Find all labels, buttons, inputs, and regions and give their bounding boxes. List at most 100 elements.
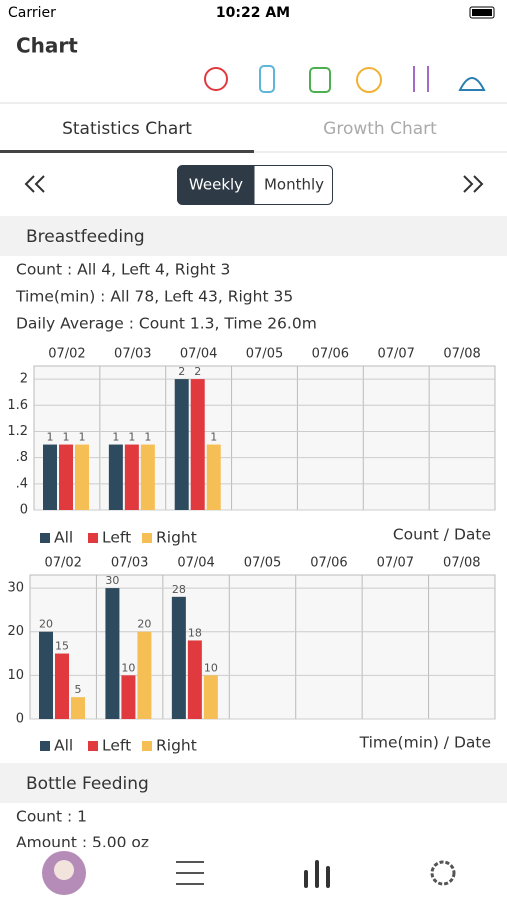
legend-label: All (54, 737, 73, 755)
bar (206, 444, 221, 510)
y-tick-label: 20 (7, 624, 24, 639)
value-label: 20 (39, 618, 53, 631)
date-label: 07/02 (48, 347, 85, 362)
value-label: 18 (188, 626, 202, 639)
bar (43, 444, 57, 510)
legend-swatch (40, 741, 50, 751)
legend-swatch (40, 533, 50, 543)
chart-icon[interactable] (304, 860, 330, 888)
icon[interactable] (413, 66, 429, 92)
value-label: 2 (194, 365, 201, 378)
bar (105, 588, 120, 719)
y-tick-label: 30 (7, 581, 24, 596)
gear-icon[interactable] (430, 860, 456, 886)
value-label: 10 (204, 661, 218, 674)
date-label: 07/04 (180, 347, 217, 362)
tab[interactable]: Growth Chart (323, 119, 437, 139)
bar (121, 675, 136, 719)
section-title: Breastfeeding (26, 227, 145, 247)
section-header (0, 216, 507, 256)
carrier: Carrier (8, 5, 56, 21)
page-title: Chart (16, 34, 78, 58)
value-label: 1 (112, 431, 119, 444)
date-label: 07/05 (244, 556, 281, 571)
date-label: 07/05 (246, 347, 283, 362)
bar (75, 444, 89, 510)
bar (71, 697, 85, 719)
toggle-option[interactable]: Monthly (264, 176, 324, 194)
value-label: 28 (172, 583, 186, 596)
value-label: 1 (128, 431, 135, 444)
date-label: 07/03 (111, 556, 148, 571)
toggle-selected (177, 165, 255, 205)
bar (203, 675, 218, 719)
legend-label: Left (102, 529, 131, 547)
stat-line: Daily Average : Count 1.3, Time 26.0m (16, 315, 317, 333)
value-label: 30 (105, 574, 119, 587)
legend-label: All (54, 529, 73, 547)
legend-swatch (142, 741, 152, 751)
battery (469, 6, 495, 19)
date-label: 07/03 (114, 347, 151, 362)
clock: 10:22 AM (216, 5, 290, 21)
bar (55, 653, 69, 719)
section-header (0, 763, 507, 803)
y-tick-label: .8 (16, 450, 28, 465)
icon[interactable] (259, 65, 275, 93)
stat-line: Time(min) : All 78, Left 43, Right 35 (15, 288, 293, 306)
value-label: 1 (210, 431, 217, 444)
plot-area (29, 574, 496, 720)
y-tick-label: 0 (20, 503, 28, 518)
legend-swatch (142, 533, 152, 543)
value-label: 1 (144, 431, 151, 444)
y-tick-label: 1.2 (7, 424, 28, 439)
date-label: 07/02 (44, 556, 81, 571)
value-label: 1 (63, 431, 70, 444)
stat-line: Count : All 4, Left 4, Right 3 (16, 261, 230, 279)
icon[interactable] (309, 67, 331, 93)
y-axis-label: Count / Date (393, 526, 491, 544)
value-label: 2 (178, 365, 185, 378)
value-label: 5 (75, 683, 82, 696)
bar (124, 444, 139, 510)
bar (190, 379, 205, 510)
bar (140, 444, 155, 510)
category-icons (204, 65, 486, 93)
date-label: 07/06 (310, 556, 347, 571)
prev-button[interactable] (24, 175, 45, 193)
charts: 07/02 07/03 07/04 07/05 07/06 07/07 07/08 0 .4 .8… (7, 347, 496, 755)
value-label: 20 (137, 618, 151, 631)
icon[interactable] (204, 67, 228, 91)
bar (171, 596, 186, 719)
bar (174, 379, 189, 510)
tab-indicator (0, 150, 254, 153)
y-tick-label: .4 (16, 476, 28, 491)
date-label: 07/04 (177, 556, 214, 571)
y-tick-label: 10 (7, 668, 24, 683)
icon[interactable] (458, 77, 486, 91)
stat-line: Count : 1 (16, 808, 87, 826)
legend-swatch (88, 741, 98, 751)
avatar-face (54, 860, 74, 880)
value-label: 1 (79, 431, 86, 444)
plot-area (33, 365, 496, 511)
legend-swatch (88, 533, 98, 543)
legend-label: Left (102, 737, 131, 755)
date-label: 07/07 (377, 347, 414, 362)
icon[interactable] (356, 67, 382, 93)
legend-label: Right (156, 737, 197, 755)
tab[interactable]: Statistics Chart (62, 119, 192, 139)
bar (187, 640, 202, 719)
bar (137, 631, 152, 719)
value-label: 1 (47, 431, 54, 444)
date-label: 07/06 (312, 347, 349, 362)
next-button[interactable] (463, 175, 484, 193)
y-axis-label: Time(min) / Date (359, 734, 491, 752)
date-label: 07/07 (377, 556, 414, 571)
y-tick-label: 1.6 (7, 398, 28, 413)
bar (108, 444, 123, 510)
toggle-option[interactable]: Weekly (189, 176, 243, 194)
settings-list-icon[interactable] (176, 861, 204, 885)
bar (59, 444, 73, 510)
